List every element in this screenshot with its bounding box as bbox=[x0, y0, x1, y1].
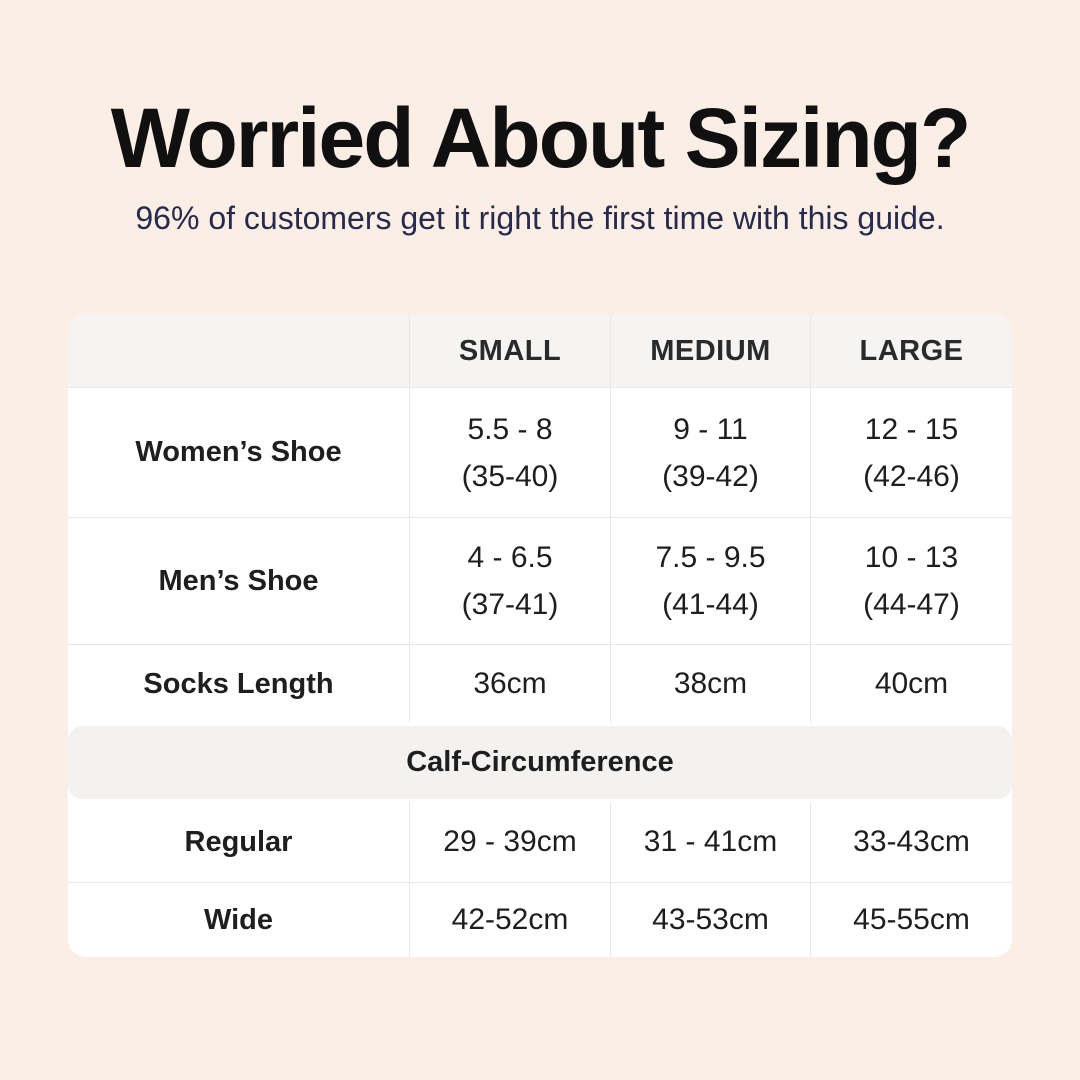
section-header-calf-circumference: Calf-Circumference bbox=[68, 726, 1012, 799]
cell-line: (37-41) bbox=[461, 588, 559, 621]
cell-mens-small: 4 - 6.5 (37-41) bbox=[410, 518, 611, 644]
cell-socks-small: 36cm bbox=[410, 645, 611, 723]
cell-womens-medium: 9 - 11 (39-42) bbox=[611, 388, 811, 517]
row-label-mens-shoe: Men’s Shoe bbox=[68, 518, 410, 644]
cell-wide-small: 42-52cm bbox=[410, 883, 611, 957]
cell-wide-large: 45-55cm bbox=[853, 903, 970, 936]
corner-cell bbox=[68, 315, 410, 387]
column-header-small: SMALL bbox=[410, 315, 611, 387]
cell-line: 12 - 15 bbox=[864, 412, 959, 446]
cell-womens-large: 12 - 15 (42-46) bbox=[811, 388, 1012, 517]
row-label-wide: Wide bbox=[68, 883, 410, 957]
section-row-calf-circumference: Calf-Circumference bbox=[68, 723, 1012, 802]
row-label-regular: Regular bbox=[68, 802, 410, 882]
table-row-regular: Regular 29 - 39cm 31 - 41cm 33-43cm bbox=[68, 802, 1012, 883]
page-title: Worried About Sizing? bbox=[110, 91, 972, 185]
cell-line: 4 - 6.5 bbox=[467, 541, 553, 574]
cell-line: 10 - 13 bbox=[864, 541, 959, 574]
cell-regular-small: 29 - 39cm bbox=[410, 802, 611, 882]
size-table: SMALL MEDIUM LARGE Women’s Shoe 5.5 - 8 (… bbox=[68, 315, 1012, 957]
cell-regular-large: 33-43cm bbox=[853, 825, 970, 858]
cell-mens-medium: 7.5 - 9.5 (41-44) bbox=[611, 518, 811, 644]
table-row-socks-length: Socks Length 36cm 38cm 40cm bbox=[68, 645, 1012, 723]
cell-line: 5.5 - 8 bbox=[467, 412, 553, 446]
cell-socks-medium: 38cm bbox=[611, 645, 811, 723]
cell-line: (42-46) bbox=[863, 459, 960, 493]
table-header-row: SMALL MEDIUM LARGE bbox=[68, 315, 1012, 388]
hero-section: Worried About Sizing? 96% of customers g… bbox=[0, 0, 1080, 237]
page-subtitle: 96% of customers get it right the first … bbox=[135, 200, 945, 237]
cell-line: (41-44) bbox=[662, 588, 759, 621]
cell-line: 7.5 - 9.5 bbox=[655, 541, 766, 574]
column-header-large: LARGE bbox=[859, 334, 964, 367]
cell-line: (44-47) bbox=[863, 588, 960, 621]
table-row-wide: Wide 42-52cm 43-53cm 45-55cm bbox=[68, 883, 1012, 957]
cell-womens-small: 5.5 - 8 (35-40) bbox=[410, 388, 611, 517]
cell-line: (39-42) bbox=[662, 459, 759, 493]
row-label-socks-length: Socks Length bbox=[68, 645, 410, 723]
cell-socks-large: 40cm bbox=[874, 667, 949, 700]
cell-mens-large: 10 - 13 (44-47) bbox=[811, 518, 1012, 644]
cell-line: (35-40) bbox=[461, 459, 559, 493]
table-row-womens-shoe: Women’s Shoe 5.5 - 8 (35-40) 9 - 11 (39-42… bbox=[68, 388, 1012, 518]
cell-regular-medium: 31 - 41cm bbox=[611, 802, 811, 882]
row-label-womens-shoe: Women’s Shoe bbox=[68, 388, 410, 517]
cell-line: 9 - 11 bbox=[673, 412, 748, 446]
column-header-medium: MEDIUM bbox=[611, 315, 811, 387]
table-row-mens-shoe: Men’s Shoe 4 - 6.5 (37-41) 7.5 - 9.5 (41-4… bbox=[68, 518, 1012, 645]
cell-wide-medium: 43-53cm bbox=[611, 883, 811, 957]
